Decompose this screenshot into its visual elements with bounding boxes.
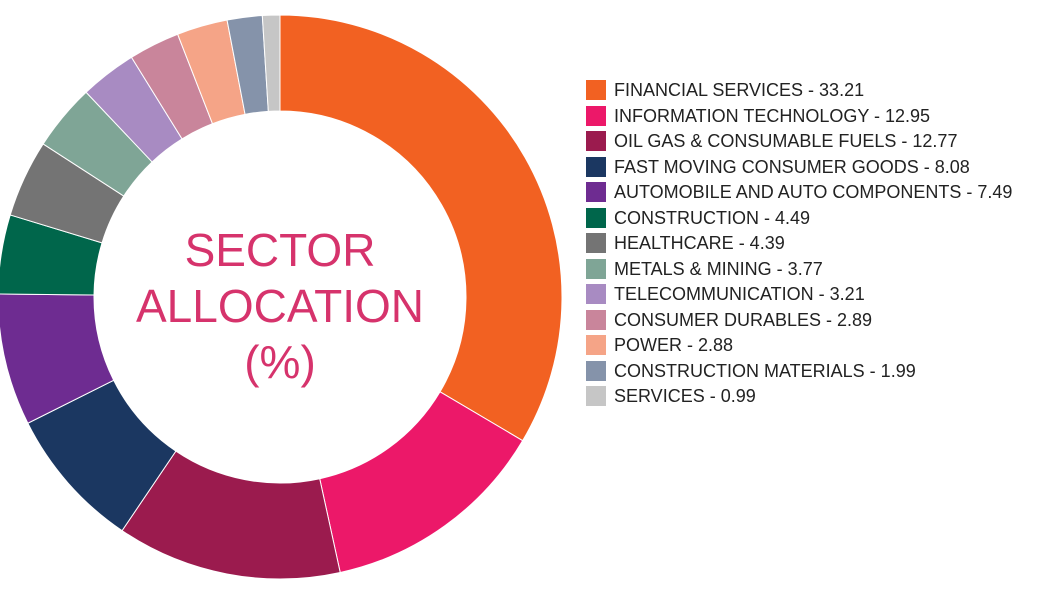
legend-swatch <box>586 284 606 304</box>
chart-title: SECTOR ALLOCATION (%) <box>136 224 424 388</box>
legend-item: TELECOMMUNICATION - 3.21 <box>586 282 1031 308</box>
legend-label: HEALTHCARE - 4.39 <box>614 233 785 253</box>
legend-item: FINANCIAL SERVICES - 33.21 <box>586 78 1031 104</box>
legend-swatch <box>586 233 606 253</box>
legend-swatch <box>586 105 606 126</box>
donut-slice <box>261 14 281 112</box>
legend-swatch <box>586 309 606 330</box>
legend-label: CONSUMER DURABLES - 2.89 <box>614 309 873 330</box>
legend-item: POWER - 2.88 <box>586 333 1031 359</box>
legend-swatch <box>586 335 606 355</box>
legend-swatch <box>586 207 606 228</box>
legend-label: TELECOMMUNICATION - 3.21 <box>614 284 865 304</box>
donut-slice <box>279 14 563 442</box>
legend-label: CONSTRUCTION - 4.49 <box>614 207 811 228</box>
legend-swatch <box>586 258 606 279</box>
legend-label: INFORMATION TECHNOLOGY - 12.95 <box>614 105 931 126</box>
legend-label: POWER - 2.88 <box>614 335 734 355</box>
legend-label: OIL GAS & CONSUMABLE FUELS - 12.77 <box>614 131 958 151</box>
legend-label: FINANCIAL SERVICES - 33.21 <box>614 80 865 100</box>
legend-item: OIL GAS & CONSUMABLE FUELS - 12.77 <box>586 129 1031 155</box>
legend-item: CONSUMER DURABLES - 2.89 <box>586 308 1031 334</box>
donut-slice <box>0 293 115 424</box>
legend-item: HEALTHCARE - 4.39 <box>586 231 1031 257</box>
legend-swatch <box>586 386 606 406</box>
legend-item: FAST MOVING CONSUMER GOODS - 8.08 <box>586 155 1031 181</box>
legend-swatch <box>586 182 606 202</box>
legend-swatch <box>586 360 606 381</box>
legend-swatch <box>586 156 606 177</box>
legend-item: CONSTRUCTION - 4.49 <box>586 206 1031 232</box>
legend-label: SERVICES - 0.99 <box>614 386 756 406</box>
legend-item: AUTOMOBILE AND AUTO COMPONENTS - 7.49 <box>586 180 1031 206</box>
legend-label: FAST MOVING CONSUMER GOODS - 8.08 <box>614 156 970 177</box>
legend-label: AUTOMOBILE AND AUTO COMPONENTS - 7.49 <box>614 182 1013 202</box>
legend-item: CONSTRUCTION MATERIALS - 1.99 <box>586 359 1031 385</box>
legend-item: METALS & MINING - 3.77 <box>586 257 1031 283</box>
legend: FINANCIAL SERVICES - 33.21 INFORMATION TE… <box>586 78 1031 410</box>
legend-label: CONSTRUCTION MATERIALS - 1.99 <box>614 360 916 381</box>
legend-item: SERVICES - 0.99 <box>586 384 1031 410</box>
legend-label: METALS & MINING - 3.77 <box>614 258 823 279</box>
legend-swatch <box>586 131 606 151</box>
legend-swatch <box>586 80 606 100</box>
legend-item: INFORMATION TECHNOLOGY - 12.95 <box>586 104 1031 130</box>
